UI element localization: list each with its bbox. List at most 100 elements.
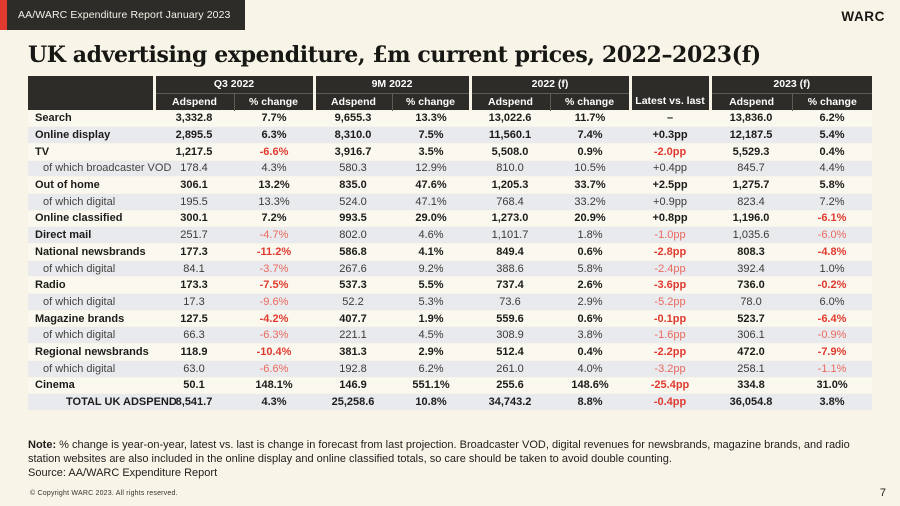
table-cell: 1,196.0 [710,209,793,227]
table-cell: 559.6 [470,309,551,327]
table-cell: -6.1% [792,209,873,227]
table-cell: 3.5% [392,142,471,161]
table-cell: 3.8% [550,326,631,344]
table-cell: 3.8% [792,393,873,411]
table-cell: -2.0pp [630,142,711,161]
table-cell: 737.4 [470,276,551,294]
table-row: of which digital 84.1 -3.7% 267.6 9.2% 388.6 5… [28,259,873,277]
table-cell: 802.0 [314,226,393,244]
group-header-2022f: 2022 (f) [468,76,631,93]
table-row: of which digital 17.3 -9.6% 52.2 5.3% 73.6 2.9… [28,293,873,311]
table-cell: 11,560.1 [470,126,551,144]
table-cell: 78.0 [710,293,793,311]
table-cell: 148.1% [234,376,315,394]
table-cell: -6.6% [234,142,315,161]
table-cell: 6.2% [792,109,873,127]
table-cell: 3,332.8 [154,109,234,127]
table-cell: 4.3% [234,393,315,411]
table-row: Cinema 50.1 148.1% 146.9 551.1% 255.6 148.6% -2… [28,376,873,394]
table-cell: 12.9% [392,159,471,177]
table-cell: 334.8 [710,376,793,394]
table-cell: -0.9% [792,326,873,344]
table-cell: 3,916.7 [314,142,393,161]
table-cell: 29.0% [392,209,471,227]
row-label: Radio [28,276,154,294]
table-cell: -3.2pp [630,359,711,377]
table-row: Radio 173.3 -7.5% 537.3 5.5% 737.4 2.6% -3.6pp 7… [28,276,873,294]
table-cell: 178.4 [154,159,234,177]
table-cell: -7.9% [792,343,873,361]
table-cell: -2.2pp [630,343,711,361]
table-cell: – [630,109,711,127]
footnote-text: % change is year-on-year, latest vs. las… [28,439,850,465]
table-cell: +0.8pp [630,209,711,227]
table-cell: 5.8% [792,176,873,194]
report-badge: AA/WARC Expenditure Report January 2023 [0,0,246,30]
expenditure-table: Q3 2022 9M 2022 2022 (f) Latest vs. last… [28,76,873,411]
page-number: 7 [879,487,886,499]
table-cell: 7.4% [550,126,631,144]
table-cell: 388.6 [470,259,551,277]
table-cell: -1.6pp [630,326,711,344]
table-cell: 808.3 [710,243,793,261]
table-cell: 1,101.7 [470,226,551,244]
table-cell: 261.0 [470,359,551,377]
table-row: of which digital 63.0 -6.6% 192.8 6.2% 261.0 4… [28,359,873,377]
table-cell: 50.1 [154,376,234,394]
table-cell: 146.9 [314,376,393,394]
table-header: Q3 2022 9M 2022 2022 (f) Latest vs. last… [28,76,873,110]
table-cell: 148.6% [550,376,631,394]
table-cell: 0.6% [550,243,631,261]
table-cell: 2.9% [550,293,631,311]
row-label: TOTAL UK ADSPEND [28,393,177,411]
table-row: Magazine brands 127.5 -4.2% 407.7 1.9% 559.6 0… [28,309,873,327]
table-cell: 5.4% [792,126,873,144]
group-header-row: Q3 2022 9M 2022 2022 (f) Latest vs. last… [28,76,873,110]
table-cell: 300.1 [154,209,234,227]
table-cell: 524.0 [314,192,393,211]
table-cell: 6.0% [792,293,873,311]
table-cell: 306.1 [710,326,793,344]
source-line: Source: AA/WARC Expenditure Report [28,467,218,479]
table-cell: 20.9% [550,209,631,227]
table-cell: -6.6% [234,359,315,377]
row-label: Out of home [28,176,154,194]
table-cell: -6.4% [792,309,873,327]
badge-red-accent [0,0,7,30]
table-cell: 4.5% [392,326,471,344]
table-cell: 9,655.3 [314,109,393,127]
table-cell: 7.2% [792,192,873,211]
table-cell: 36,054.8 [710,393,793,411]
table-cell: 267.6 [314,259,393,277]
table-cell: -2.8pp [630,243,711,261]
table-cell: -1.0pp [630,226,711,244]
table-cell: 13.3% [234,192,315,211]
table-cell: 306.1 [154,176,234,194]
table-cell: -4.8% [792,243,873,261]
table-cell: +2.5pp [630,176,711,194]
table-cell: +0.3pp [630,126,711,144]
table-cell: 8,310.0 [314,126,393,144]
table-cell: -10.4% [234,343,315,361]
table-cell: 4.0% [550,359,631,377]
table-cell: 1.8% [550,226,631,244]
table-cell: 993.5 [314,209,393,227]
table-cell: 33.2% [550,192,631,211]
table-cell: -7.5% [234,276,315,294]
table-cell: 849.4 [470,243,551,261]
table-cell: -1.1% [792,359,873,377]
row-label: TV [28,142,154,161]
table-cell: -0.1pp [630,309,711,327]
table-cell: 73.6 [470,293,551,311]
table-body: Search 3,332.8 7.7% 9,655.3 13.3% 13,022.6 11.… [28,109,873,411]
table-cell: 5.3% [392,293,471,311]
row-label: of which digital [28,293,154,311]
table-row: Regional newsbrands 118.9 -10.4% 381.3 2.9% 5… [28,343,873,361]
table-cell: 736.0 [710,276,793,294]
table-cell: 381.3 [314,343,393,361]
table-cell: 13.3% [392,109,471,127]
table-cell: 221.1 [314,326,393,344]
table-cell: 13,022.6 [470,109,551,127]
table-row: of which digital 66.3 -6.3% 221.1 4.5% 308.9 3… [28,326,873,344]
table-cell: 9.2% [392,259,471,277]
